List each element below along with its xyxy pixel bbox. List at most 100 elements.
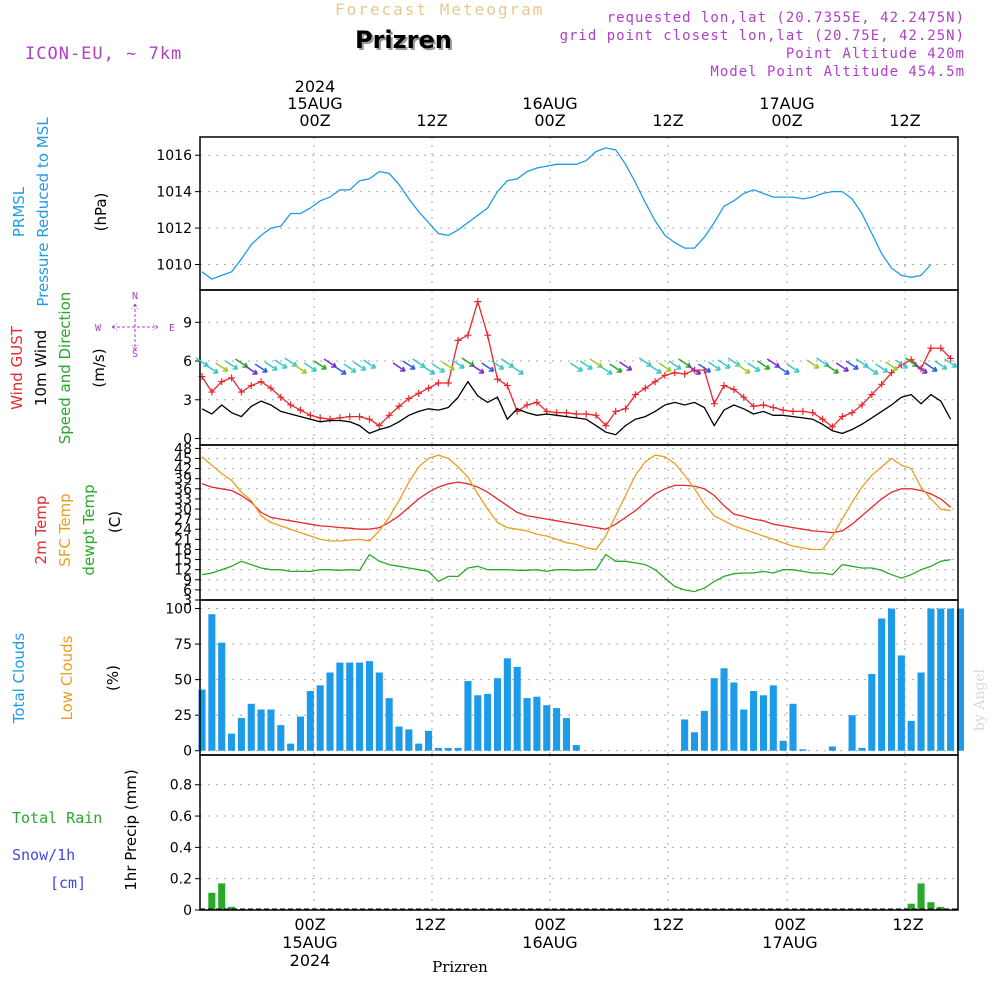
clouds-bar (375, 672, 383, 751)
clouds-bar (326, 672, 334, 751)
rain-label: Total Rain (12, 809, 102, 827)
wind-arrow (431, 363, 446, 373)
wind-arrow (737, 364, 751, 374)
compass-arrows (111, 303, 159, 351)
top-time-label: 12Z (416, 111, 447, 130)
precipitation-bar (208, 892, 216, 910)
clouds-bar (503, 658, 511, 751)
wind-label-line: 10m Wind (32, 330, 50, 406)
y-tick-label: 0.2 (170, 872, 192, 888)
wind-arrow (914, 364, 928, 374)
y-tick-label: 21 (174, 532, 192, 548)
y-tick-label: 75 (174, 637, 192, 653)
y-tick-label: 3 (183, 393, 192, 409)
clouds-bar (828, 746, 836, 751)
point-altitude: Point Altitude 420m (785, 46, 965, 62)
gust-marker (710, 400, 718, 408)
clouds-bar (553, 708, 561, 751)
wind-arrow (697, 363, 712, 373)
precipitation-bar (917, 883, 925, 910)
temperature-ylabel: 2m Temp SFC Temp dewpt Temp (C) (32, 484, 124, 575)
gust-marker (267, 384, 275, 392)
clouds-bar (700, 710, 708, 751)
wind-arrow (313, 360, 327, 370)
clouds-label-line: Low Clouds (58, 635, 76, 720)
compass-north: N (132, 291, 138, 302)
clouds-panel: 0 25 50 75 100 (165, 599, 964, 760)
compass-south: S (132, 349, 138, 360)
y-tick-label: 0.6 (170, 809, 192, 825)
wind-arrow (875, 363, 889, 373)
gust-marker (425, 384, 433, 392)
clouds-bar (690, 732, 699, 751)
gust-marker (464, 331, 472, 339)
top-time-label: 12Z (889, 111, 920, 130)
gust-marker (779, 406, 787, 414)
gust-marker (681, 370, 689, 378)
clouds-bar (730, 682, 738, 751)
gust-marker (257, 378, 265, 386)
gust-marker (562, 409, 570, 417)
wind-arrow (688, 365, 702, 375)
gust-marker (809, 409, 817, 417)
clouds-bar (425, 730, 433, 751)
clouds-bar (218, 642, 226, 751)
clouds-bar (710, 678, 718, 751)
wind-arrow (569, 362, 584, 372)
gust-marker (228, 374, 236, 382)
y-tick-label: 33 (174, 492, 192, 508)
wind-arrow (885, 361, 899, 371)
clouds-bar (454, 747, 462, 751)
clouds-bar (799, 749, 807, 751)
y-tick-label: 0 (183, 903, 192, 919)
clouds-bar (917, 672, 925, 751)
gust-marker (444, 379, 452, 387)
wind-arrow (264, 361, 278, 371)
gust-marker (661, 371, 669, 379)
clouds-bar (848, 715, 856, 751)
y-tick-label: 6 (183, 354, 192, 370)
clouds-bar (474, 695, 482, 751)
clouds-bar (464, 681, 472, 751)
precip-ylabel: Total Rain Snow/1h [cm] 1hr Precip (mm) (12, 769, 140, 892)
clouds-bar (947, 608, 955, 751)
gust-marker (494, 375, 501, 383)
compass-west: W (95, 323, 102, 334)
clouds-bar (868, 673, 876, 751)
bottom-date-label: 15AUG (282, 933, 337, 952)
bottom-time-label: 00Z (294, 915, 325, 934)
gust-marker (730, 385, 738, 393)
y-tick-label: 50 (174, 673, 192, 689)
gust-marker (306, 411, 314, 419)
wind-arrow (363, 359, 377, 369)
wind-arrow (658, 362, 672, 372)
wind-arrow (491, 360, 505, 370)
wind-arrow (776, 365, 790, 375)
top-date-label: 17AUG (759, 94, 814, 113)
gust-marker (346, 413, 354, 421)
gust-marker (415, 389, 423, 397)
clouds-bar (533, 696, 541, 751)
clouds-bar (720, 668, 728, 751)
precipitation-frame (199, 754, 959, 911)
pressure-series-line (201, 147, 932, 280)
clouds-bar (346, 662, 354, 751)
temperature-label-line: dewpt Temp (80, 484, 98, 575)
pressure-label-line: Pressure Reduced to MSL (34, 117, 52, 307)
y-tick-label: 1012 (156, 221, 192, 237)
snow-unit-label: [cm] (50, 874, 86, 892)
gust-marker (947, 354, 955, 362)
clouds-bar (789, 703, 797, 751)
clouds-bar (415, 743, 423, 751)
gust-marker (454, 336, 462, 344)
top-time-label: 00Z (534, 111, 565, 130)
wind-arrow (894, 359, 909, 369)
wind-arrow (225, 360, 239, 370)
wind-arrow (215, 362, 229, 372)
bottom-time-label: 12Z (892, 915, 923, 934)
wind-arrow (747, 362, 761, 372)
gust-marker (385, 411, 393, 419)
wind-arrow (441, 361, 455, 371)
gust-marker (375, 422, 383, 430)
wind-arrow (254, 363, 268, 373)
